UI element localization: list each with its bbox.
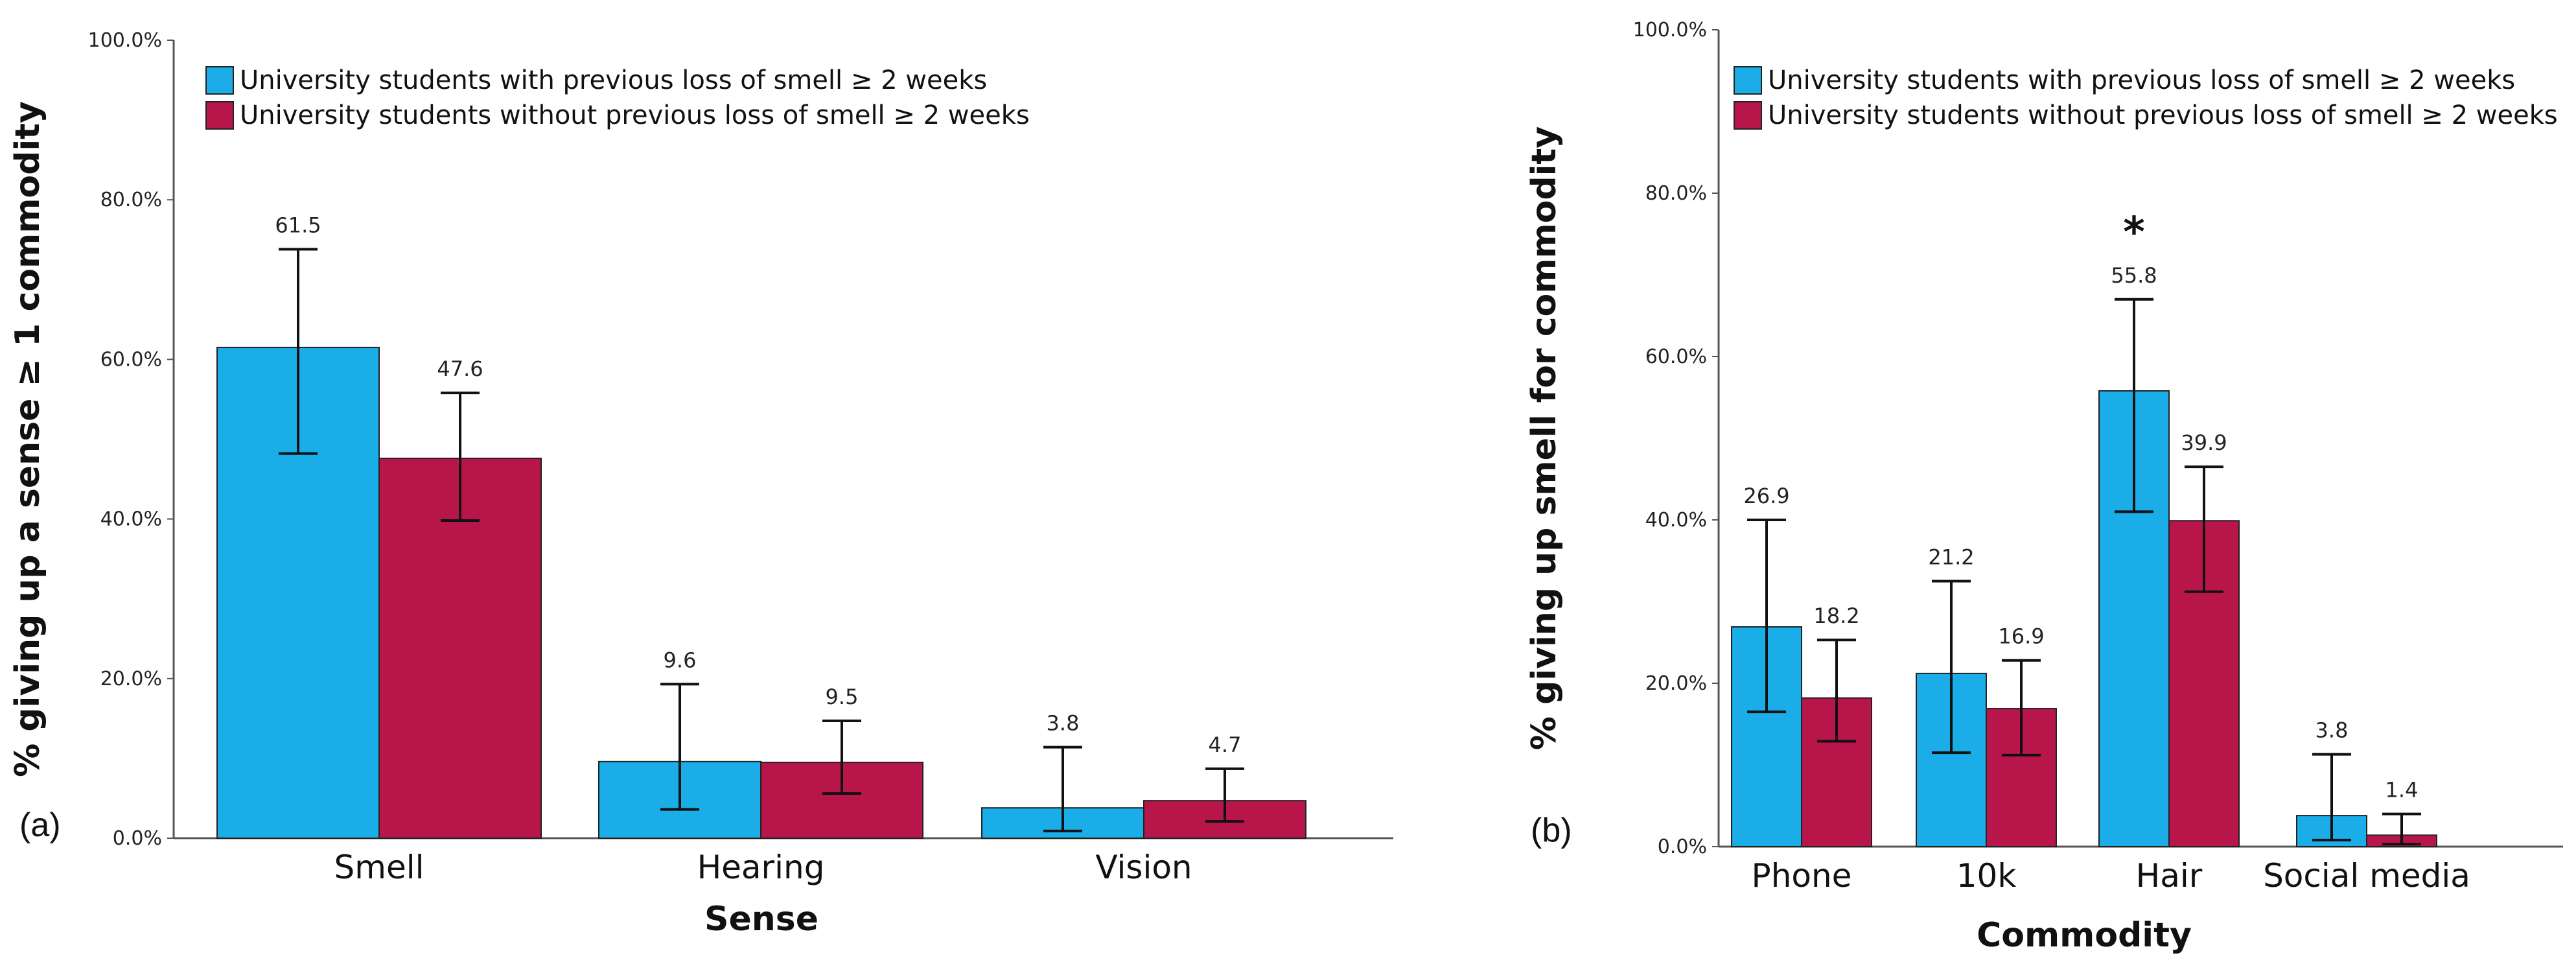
legend-swatch <box>205 66 234 95</box>
panel-label: (a) <box>19 806 61 844</box>
panel-label: (b) <box>1531 812 1572 849</box>
y-axis-title: % giving up smell for commodity <box>1525 126 1564 750</box>
data-label: 3.8 <box>1047 711 1080 736</box>
data-label: 1.4 <box>2385 778 2419 803</box>
data-label: 61.5 <box>275 213 321 238</box>
y-tick-label: 0.0% <box>1658 836 1707 858</box>
legend-label: University students with previous loss o… <box>1768 65 2515 95</box>
y-tick-label: 60.0% <box>1645 346 1707 368</box>
x-axis-title: Commodity <box>1977 916 2192 955</box>
x-category-label: Vision <box>1095 849 1192 886</box>
y-tick-label: 80.0% <box>1645 182 1707 205</box>
legend-swatch <box>205 101 234 130</box>
data-label: 4.7 <box>1209 733 1242 757</box>
legend-label: University students without previous los… <box>240 100 1030 130</box>
chart-panel-a: 0.0% 20.0% 40.0% 60.0% 80.0% 100.0% 61.5 47.6 Sm… <box>8 29 1393 939</box>
y-tick-label: 40.0% <box>100 508 162 531</box>
y-tick-label: 80.0% <box>100 189 162 211</box>
x-category-label: Hearing <box>697 849 825 886</box>
x-category-label: 10k <box>1956 857 2017 895</box>
data-label: 39.9 <box>2181 430 2227 455</box>
data-label: 47.6 <box>437 357 483 381</box>
y-tick-label: 100.0% <box>1633 19 1707 41</box>
y-tick-label: 0.0% <box>113 827 162 850</box>
data-label: 55.8 <box>2111 263 2157 288</box>
data-label: 9.5 <box>826 685 859 709</box>
data-label: 18.2 <box>1813 604 1859 628</box>
y-tick-label: 100.0% <box>88 29 162 52</box>
x-category-label: Hair <box>2136 857 2203 895</box>
legend-swatch <box>1734 66 1762 95</box>
y-tick-label: 40.0% <box>1645 509 1707 532</box>
y-axis-title: % giving up a sense ≥ 1 commodity <box>8 101 47 777</box>
data-label: 16.9 <box>1998 624 2044 649</box>
chart-panel-b: 0.0% 20.0% 40.0% 60.0% 80.0% 100.0% 26.9 18.2 Ph… <box>1525 19 2563 955</box>
legend-label: University students with previous loss o… <box>240 65 987 95</box>
legend-label: University students without previous los… <box>1768 100 2558 130</box>
data-label: 21.2 <box>1928 545 1974 570</box>
x-category-label: Smell <box>334 849 424 886</box>
data-label: 9.6 <box>664 648 697 672</box>
significance-marker: * <box>2123 209 2144 257</box>
x-axis-title: Sense <box>704 900 818 939</box>
y-tick-label: 20.0% <box>1645 672 1707 695</box>
x-category-label: Phone <box>1752 857 1852 895</box>
y-tick-label: 60.0% <box>100 348 162 371</box>
legend-swatch <box>1734 101 1762 130</box>
y-tick-label: 20.0% <box>100 668 162 690</box>
data-label: 3.8 <box>2315 718 2349 743</box>
data-label: 26.9 <box>1743 484 1789 508</box>
x-category-label: Social media <box>2263 857 2470 895</box>
